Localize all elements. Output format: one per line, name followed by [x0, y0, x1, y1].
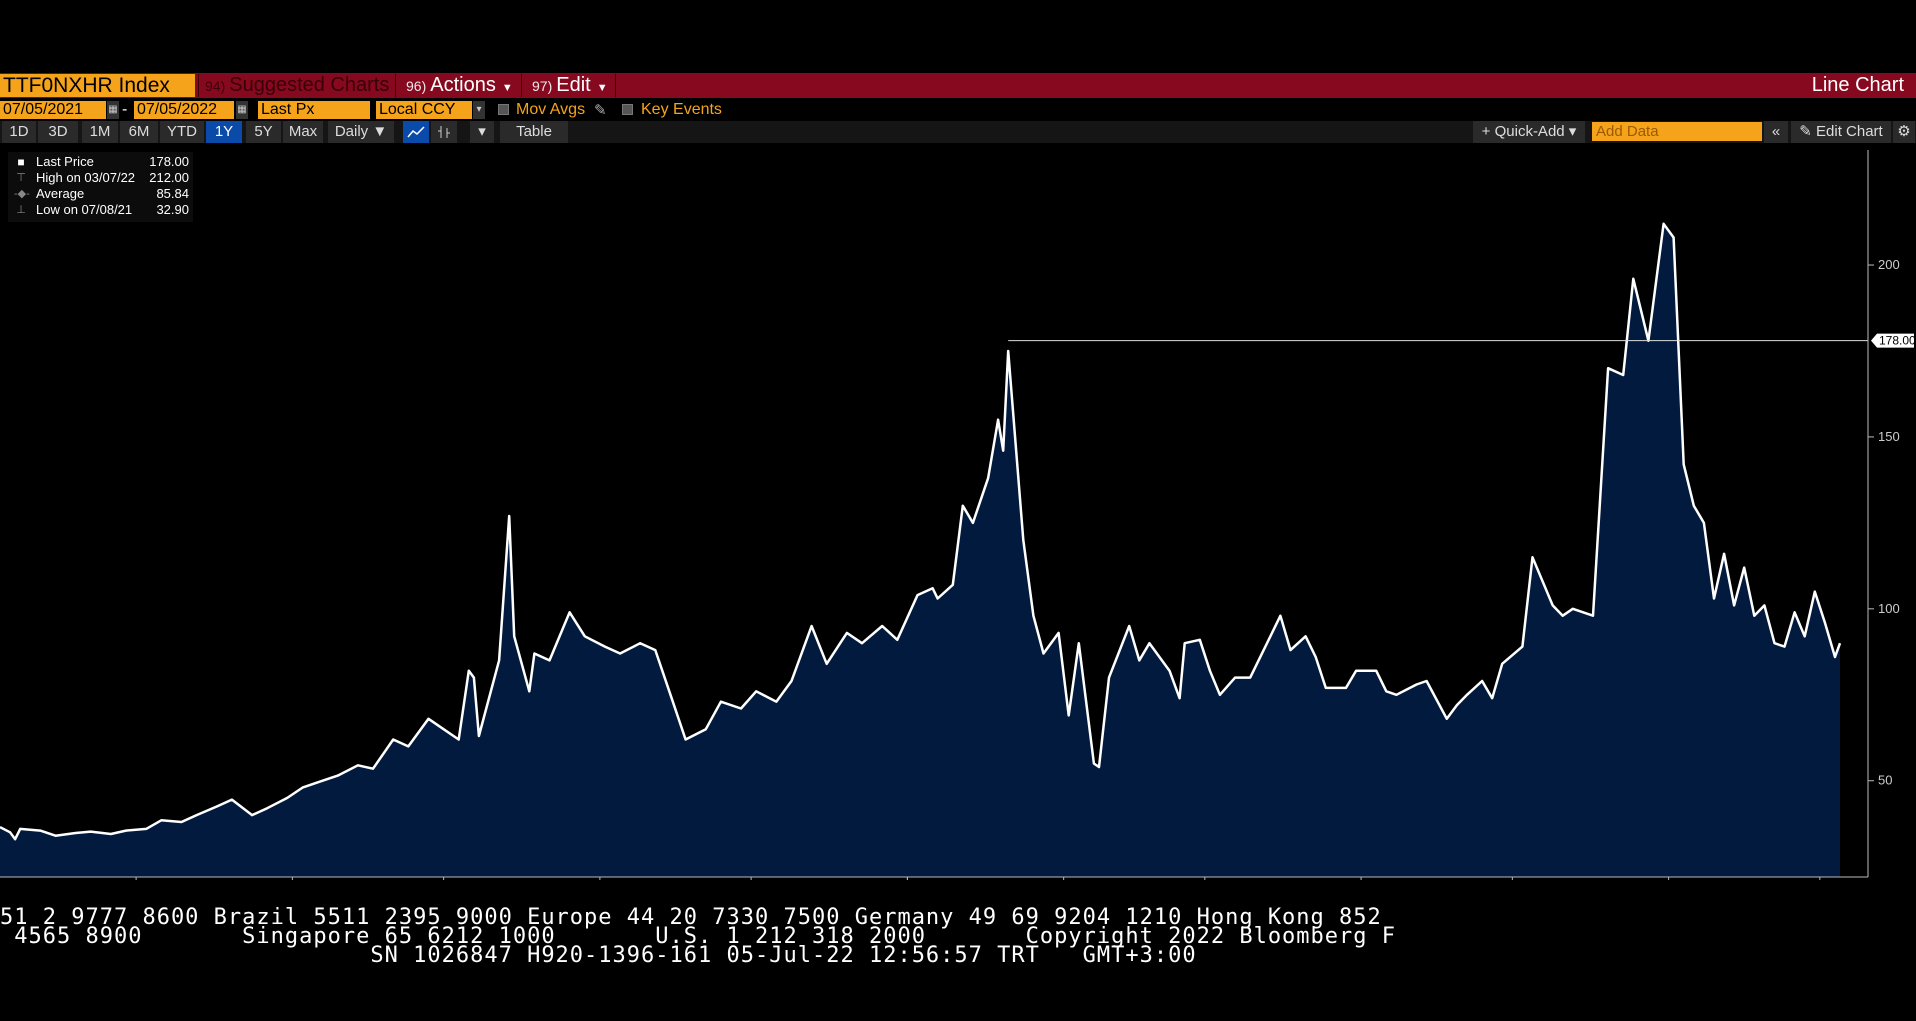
double-chevron-left-icon[interactable]: «	[1764, 121, 1788, 143]
price-area	[0, 223, 1840, 878]
table-button[interactable]: Table	[500, 121, 568, 143]
pencil-icon[interactable]: ✎	[594, 102, 607, 119]
range-button-5y[interactable]: 5Y	[246, 121, 281, 143]
actions-label: Actions	[430, 74, 496, 96]
footer-line-2: 4565 8900 Singapore 65 6212 1000 U.S. 1 …	[0, 924, 1397, 949]
range-button-1d[interactable]: 1D	[2, 121, 36, 143]
edit-label: Edit	[556, 74, 591, 96]
legend-low: ⊥ Low on 07/08/21 32.90	[8, 202, 193, 218]
mov-avgs-checkbox[interactable]	[498, 104, 509, 115]
range-button-1y[interactable]: 1Y	[206, 121, 242, 143]
menu-number: 96)	[406, 78, 427, 94]
price-line	[0, 222, 1842, 841]
last-value-marker: 178.00	[1871, 333, 1916, 348]
y-tick-label: 50	[1878, 773, 1892, 788]
y-tick-label: 200	[1878, 257, 1900, 272]
last-value-tag	[1871, 333, 1914, 348]
start-date-field[interactable]: 07/05/2021	[0, 101, 106, 119]
menu-number: 94)	[205, 78, 226, 94]
range-button-max[interactable]: Max	[283, 121, 323, 143]
menu-number: 97)	[532, 78, 553, 94]
legend-average-value: 85.84	[156, 186, 189, 201]
range-button-1m[interactable]: 1M	[82, 121, 118, 143]
legend-low-value: 32.90	[156, 202, 189, 217]
edit-chart-label: Edit Chart	[1816, 123, 1883, 140]
footer-line-1: 51 2 9777 8600 Brazil 5511 2395 9000 Eur…	[0, 905, 1382, 930]
legend-high: ⊤ High on 03/07/22 212.00	[8, 170, 193, 186]
price-field-select[interactable]: Last Px	[258, 101, 370, 119]
plot-area	[0, 222, 1868, 878]
ticker-field[interactable]: TTF0NXHR Index	[0, 74, 195, 97]
currency-select[interactable]: Local CCY	[376, 101, 472, 119]
edit-chart-button[interactable]: ✎ Edit Chart	[1791, 121, 1891, 143]
low-marker-icon: ⊥	[16, 204, 26, 216]
legend: ■ Last Price 178.00 ⊤ High on 03/07/22 2…	[8, 152, 193, 222]
calendar-icon[interactable]: ▦	[236, 101, 248, 119]
legend-average: -◆- Average 85.84	[8, 186, 193, 202]
chevron-down-icon: ▼	[501, 82, 513, 94]
add-data-input[interactable]	[1592, 122, 1762, 141]
range-button-3d[interactable]: 3D	[38, 121, 78, 143]
line-chart-icon[interactable]	[403, 121, 429, 143]
gear-icon[interactable]: ⚙	[1893, 121, 1915, 143]
edit-menu[interactable]: 97) Edit ▼	[526, 74, 616, 97]
date-separator: -	[122, 101, 128, 118]
y-tick-label: 150	[1878, 429, 1900, 444]
mov-avgs-label: Mov Avgs	[516, 101, 586, 118]
suggested-charts-label: Suggested Charts	[229, 74, 390, 96]
range-button-ytd[interactable]: YTD	[160, 121, 204, 143]
suggested-charts-menu[interactable]: 94) Suggested Charts	[198, 74, 396, 97]
chart-type-label: Line Chart	[1811, 74, 1904, 96]
legend-high-label: High on 03/07/22	[36, 170, 136, 185]
last-value-text: 178.00	[1879, 334, 1916, 348]
y-tick-label: 100	[1878, 601, 1900, 616]
legend-low-label: Low on 07/08/21	[36, 202, 133, 217]
calendar-icon[interactable]: ▦	[107, 101, 119, 119]
high-marker-icon: ⊤	[16, 172, 26, 184]
average-marker-icon: -◆-	[14, 188, 30, 200]
bar-chart-icon[interactable]	[431, 121, 457, 143]
legend-high-value: 212.00	[149, 170, 189, 185]
actions-menu[interactable]: 96) Actions ▼	[400, 74, 522, 97]
square-icon: ■	[17, 155, 25, 169]
pencil-icon: ✎	[1799, 123, 1817, 140]
chevron-down-icon: ▼	[596, 82, 608, 94]
legend-last-price: ■ Last Price 178.00	[8, 154, 193, 170]
chart-options-dropdown[interactable]: ▾	[470, 121, 494, 143]
axes: 178.0050100150200JulAugSepOctNovDecJanFe…	[0, 150, 1916, 880]
legend-average-label: Average	[36, 186, 85, 201]
legend-last-price-value: 178.00	[149, 154, 189, 169]
frequency-select[interactable]: Daily ▼	[328, 121, 394, 143]
quick-add-button[interactable]: + Quick-Add ▾	[1473, 121, 1585, 143]
legend-last-price-label: Last Price	[36, 154, 94, 169]
end-date-field[interactable]: 07/05/2022	[134, 101, 234, 119]
footer-line-3: SN 1026847 H920-1396-161 05-Jul-22 12:56…	[0, 943, 1197, 968]
key-events-checkbox[interactable]	[622, 104, 633, 115]
key-events-label: Key Events	[641, 101, 722, 118]
chevron-down-icon[interactable]: ▾	[473, 101, 485, 119]
price-chart[interactable]: 178.0050100150200JulAugSepOctNovDecJanFe…	[0, 150, 1916, 880]
range-button-6m[interactable]: 6M	[120, 121, 158, 143]
